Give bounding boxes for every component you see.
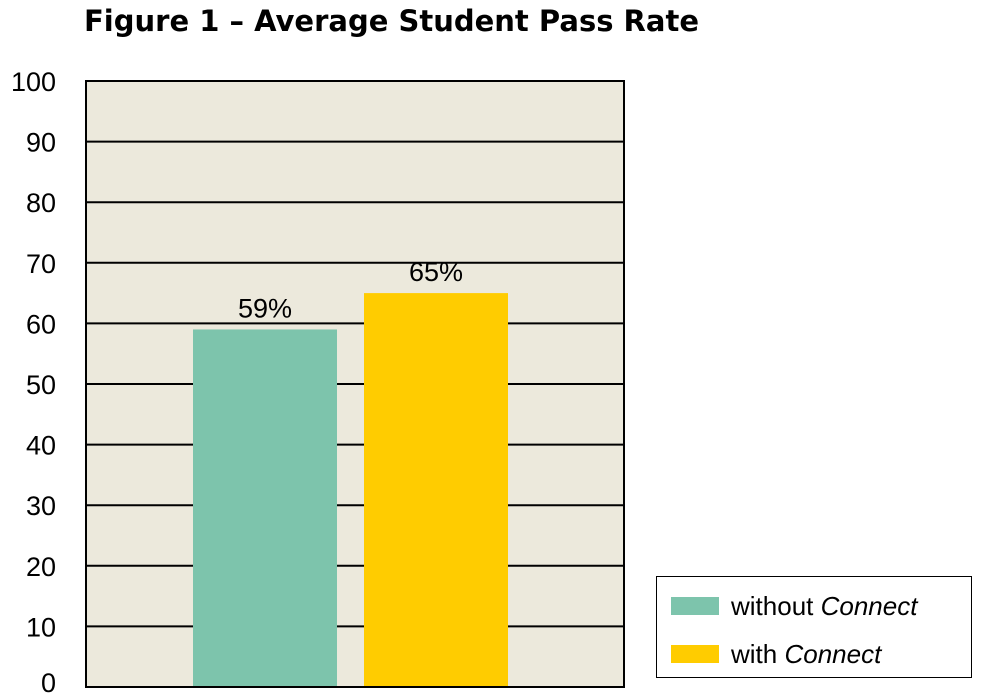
legend-label-without-connect: without Connect <box>731 591 917 622</box>
y-tick-label: 40 <box>26 431 56 461</box>
y-tick-label: 10 <box>26 612 56 642</box>
legend-item-with-connect: with Connect <box>671 639 881 669</box>
y-tick-label: 60 <box>26 309 56 339</box>
bars <box>193 293 508 687</box>
y-tick-label: 50 <box>26 370 56 400</box>
y-tick-label: 100 <box>11 67 56 97</box>
bar-with-connect <box>364 293 508 687</box>
legend-label-with-connect: with Connect <box>731 639 881 670</box>
y-tick-label: 30 <box>26 491 56 521</box>
y-tick-label: 80 <box>26 188 56 218</box>
grid-lines <box>86 140 624 628</box>
chart-title: Figure 1 – Average Student Pass Rate <box>84 4 699 38</box>
y-tick-label: 20 <box>26 552 56 582</box>
y-tick-label: 90 <box>26 128 56 158</box>
legend-label-emphasis: Connect <box>784 638 882 669</box>
legend-swatch-without-connect <box>671 597 719 615</box>
y-tick-label: 0 <box>41 668 56 698</box>
plot-frame <box>85 80 625 688</box>
y-tick-label: 70 <box>26 249 56 279</box>
legend: without Connect with Connect <box>656 576 972 678</box>
bar-value-label: 59% <box>238 293 292 323</box>
value-labels: 59% 65% <box>238 257 463 323</box>
legend-label-prefix: without <box>731 590 821 621</box>
bar-value-label: 65% <box>409 257 463 287</box>
bar-without-connect <box>193 329 337 687</box>
legend-item-without-connect: without Connect <box>671 591 917 621</box>
legend-swatch-with-connect <box>671 645 719 663</box>
legend-label-prefix: with <box>731 638 785 669</box>
y-axis-tick-labels: 0 10 20 30 40 50 60 70 80 90 100 <box>11 67 56 698</box>
legend-label-emphasis: Connect <box>820 590 918 621</box>
